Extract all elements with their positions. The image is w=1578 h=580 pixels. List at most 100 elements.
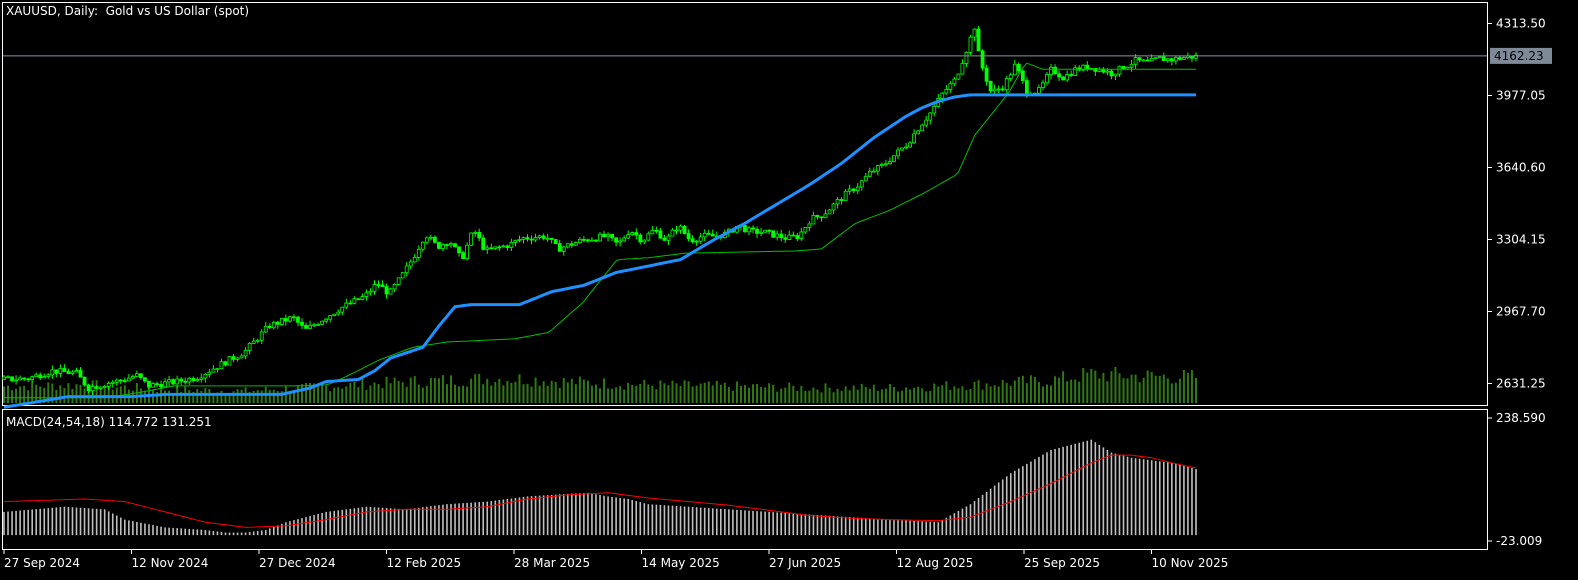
candle-body — [779, 233, 784, 239]
volume-bar — [590, 385, 593, 403]
volume-bar — [510, 382, 513, 403]
volume-bar — [1182, 369, 1185, 403]
volume-bar — [200, 390, 203, 403]
candle-body — [900, 147, 904, 151]
time-tick-label: 12 Aug 2025 — [897, 556, 974, 570]
candle-body — [183, 380, 188, 383]
volume-bar — [518, 374, 521, 403]
candle-body — [203, 373, 208, 379]
volume-bar — [796, 390, 799, 403]
volume-bar — [321, 385, 324, 403]
volume-bar — [119, 386, 122, 403]
candle-body — [316, 323, 321, 326]
candle-body — [618, 240, 623, 243]
candle-body — [855, 186, 860, 192]
candle-body — [590, 239, 594, 242]
volume-bar — [341, 388, 344, 403]
volume-bar — [240, 389, 243, 403]
volume-bar — [808, 390, 811, 403]
candle-body — [364, 292, 369, 297]
volume-bar — [1070, 379, 1073, 403]
candle-body — [380, 284, 385, 287]
candle-body — [288, 316, 292, 322]
candle-body — [449, 243, 453, 246]
volume-bar — [756, 383, 759, 403]
candle-body — [1161, 56, 1166, 62]
candle-body — [706, 232, 711, 235]
candle-body — [1173, 57, 1178, 62]
candle-body — [54, 369, 59, 374]
candlestick-series — [2, 26, 1198, 396]
volume-bar — [212, 393, 215, 403]
volume-bar — [51, 383, 54, 403]
candle-body — [336, 311, 341, 315]
volume-bar — [611, 388, 614, 403]
volume-bar — [888, 384, 891, 403]
volume-bar — [1094, 370, 1097, 403]
volume-bar — [800, 385, 803, 403]
candle-body — [404, 265, 409, 274]
candle-body — [976, 28, 981, 52]
candle-body — [332, 313, 337, 317]
candle-body — [984, 67, 989, 82]
volume-bar — [337, 387, 340, 403]
volume-bar — [196, 389, 199, 403]
candle-body — [948, 83, 953, 90]
candle-body — [839, 199, 844, 201]
volume-bar — [542, 381, 545, 403]
volume-bar — [715, 380, 718, 403]
candle-body — [74, 370, 79, 373]
candle-body — [155, 383, 159, 386]
candle-body — [791, 234, 796, 237]
main-panel-frame — [2, 2, 1488, 406]
candle-body — [759, 231, 763, 234]
candle-body — [38, 374, 43, 379]
volume-bar — [832, 392, 835, 403]
candle-body — [247, 343, 252, 351]
candle-body — [932, 106, 937, 114]
volume-bar — [699, 383, 702, 403]
candle-body — [70, 371, 75, 374]
ma-line — [4, 62, 1196, 399]
volume-bar — [719, 384, 722, 403]
volume-bar — [768, 383, 771, 403]
candle-body — [179, 378, 184, 382]
volume-bar — [437, 378, 440, 403]
volume-bar — [417, 384, 420, 403]
volume-bar — [993, 385, 996, 403]
volume-bar — [381, 388, 384, 403]
volume-bar — [917, 386, 920, 403]
candle-body — [267, 325, 272, 329]
candle-body — [10, 376, 14, 382]
volume-bar — [764, 387, 767, 403]
volume-bar — [482, 384, 485, 403]
volume-bar — [1146, 370, 1149, 403]
volume-bar — [7, 385, 10, 403]
candle-body — [674, 229, 679, 232]
candle-body — [610, 234, 614, 239]
candle-body — [1020, 70, 1025, 81]
candle-body — [396, 277, 401, 285]
candle-body — [211, 368, 216, 373]
candle-body — [481, 237, 486, 250]
volume-bar — [252, 390, 255, 403]
candle-body — [424, 237, 429, 243]
volume-bar — [619, 386, 622, 403]
candle-body — [110, 381, 115, 384]
volume-bar — [1134, 374, 1137, 403]
candle-body — [702, 232, 707, 238]
volume-bar — [288, 391, 291, 403]
volume-bar — [292, 390, 295, 403]
candle-body — [497, 246, 502, 249]
volume-bar — [913, 387, 916, 403]
candle-body — [22, 377, 27, 380]
volume-bar — [1046, 384, 1048, 403]
candle-body — [517, 239, 522, 241]
candle-body — [1012, 63, 1017, 76]
candle-body — [227, 356, 232, 366]
volume-bar — [35, 384, 38, 403]
candle-body — [400, 272, 405, 279]
volume-bar — [401, 382, 404, 403]
candle-body — [1133, 57, 1138, 65]
